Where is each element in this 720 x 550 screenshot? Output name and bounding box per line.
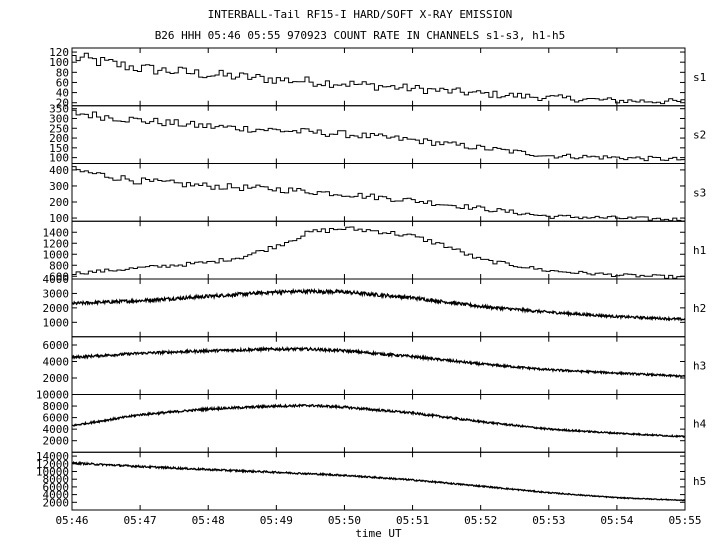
y-tick-label-h5: 8000 <box>43 473 70 486</box>
panel-label-s2: s2 <box>693 129 706 142</box>
y-tick-label-s1: 60 <box>56 76 69 89</box>
x-tick-label: 05:54 <box>600 514 633 527</box>
series-line-h5 <box>71 460 686 502</box>
y-tick-label-h5: 10000 <box>36 466 69 479</box>
panel-frame-h3 <box>71 336 686 395</box>
y-tick-label-h2: 2000 <box>43 302 70 315</box>
series-line-s3 <box>72 166 685 222</box>
y-tick-label-h1: 800 <box>49 259 69 272</box>
panel-label-h5: h5 <box>693 475 706 488</box>
x-tick-label: 05:47 <box>124 514 157 527</box>
y-tick-label-s2: 300 <box>49 112 69 125</box>
y-tick-label-s3: 300 <box>49 180 69 193</box>
chart-title: INTERBALL-Tail RF15-I HARD/SOFT X-RAY EM… <box>207 8 513 21</box>
y-tick-label-s2: 250 <box>49 122 69 135</box>
series-line-s1 <box>72 52 685 105</box>
series-line-s2 <box>72 109 685 162</box>
panel-frame-h4 <box>71 394 686 453</box>
chart-subtitle: B26 HHH 05:46 05:55 970923 COUNT RATE IN… <box>154 29 566 42</box>
y-tick-label-h2: 3000 <box>43 287 70 300</box>
series-line-h2 <box>71 287 686 322</box>
panel-frame-s1 <box>71 47 686 107</box>
x-tick-label: 05:50 <box>328 514 361 527</box>
panel-label-h1: h1 <box>693 244 706 257</box>
x-tick-label: 05:51 <box>396 514 429 527</box>
y-tick-label-s3: 200 <box>49 196 69 209</box>
x-tick-label: 05:49 <box>260 514 293 527</box>
y-tick-label-h5: 2000 <box>43 496 70 509</box>
y-tick-label-h4: 8000 <box>43 400 70 413</box>
series-line-h1 <box>72 226 685 279</box>
series-line-h4 <box>71 403 686 439</box>
panel-frame-h2 <box>71 278 686 338</box>
y-tick-label-s1: 120 <box>49 46 69 59</box>
x-tick-label: 05:55 <box>668 514 701 527</box>
y-tick-label-h3: 2000 <box>43 372 70 385</box>
panel-frame-h1 <box>71 220 686 280</box>
y-tick-label-s1: 40 <box>56 87 69 100</box>
x-axis-label: time UT <box>355 527 402 540</box>
y-tick-label-h3: 6000 <box>43 339 70 352</box>
y-tick-label-s1: 100 <box>49 56 69 69</box>
x-tick-label: 05:52 <box>464 514 497 527</box>
panel-label-h4: h4 <box>693 417 707 430</box>
x-tick-label: 05:53 <box>532 514 565 527</box>
series-line-h3 <box>71 345 686 379</box>
y-tick-label-h4: 4000 <box>43 423 70 436</box>
x-tick-label: 05:48 <box>192 514 225 527</box>
y-tick-label-s2: 350 <box>49 103 69 116</box>
y-tick-label-h2: 1000 <box>43 316 70 329</box>
y-tick-label-h5: 6000 <box>43 481 70 494</box>
y-tick-label-h5: 12000 <box>36 458 69 471</box>
panel-frame-h5 <box>71 451 686 511</box>
y-tick-label-h4: 10000 <box>36 389 69 402</box>
y-tick-label-h1: 600 <box>49 270 69 283</box>
panel-label-s3: s3 <box>693 186 706 199</box>
y-tick-label-h5: 4000 <box>43 489 70 502</box>
y-tick-label-h4: 2000 <box>43 435 70 448</box>
x-tick-label: 05:46 <box>55 514 88 527</box>
y-tick-label-h1: 1400 <box>43 226 70 239</box>
y-tick-label-h4: 6000 <box>43 412 70 425</box>
y-tick-label-h2: 4000 <box>43 273 70 286</box>
panel-label-s1: s1 <box>693 71 706 84</box>
y-tick-label-s3: 400 <box>49 164 69 177</box>
panel-label-h2: h2 <box>693 302 706 315</box>
y-tick-label-h3: 4000 <box>43 356 70 369</box>
y-tick-label-h1: 1200 <box>43 237 70 250</box>
y-tick-label-s2: 100 <box>49 152 69 165</box>
panel-label-h3: h3 <box>693 360 706 373</box>
y-tick-label-s1: 20 <box>56 97 69 110</box>
y-tick-label-s3: 100 <box>49 212 69 225</box>
y-tick-label-s1: 80 <box>56 66 69 79</box>
panel-frame-s3 <box>71 163 686 222</box>
y-tick-label-s2: 150 <box>49 142 69 155</box>
y-tick-label-h5: 14000 <box>36 450 69 463</box>
y-tick-label-s2: 200 <box>49 132 69 145</box>
y-tick-label-h1: 1000 <box>43 248 70 261</box>
